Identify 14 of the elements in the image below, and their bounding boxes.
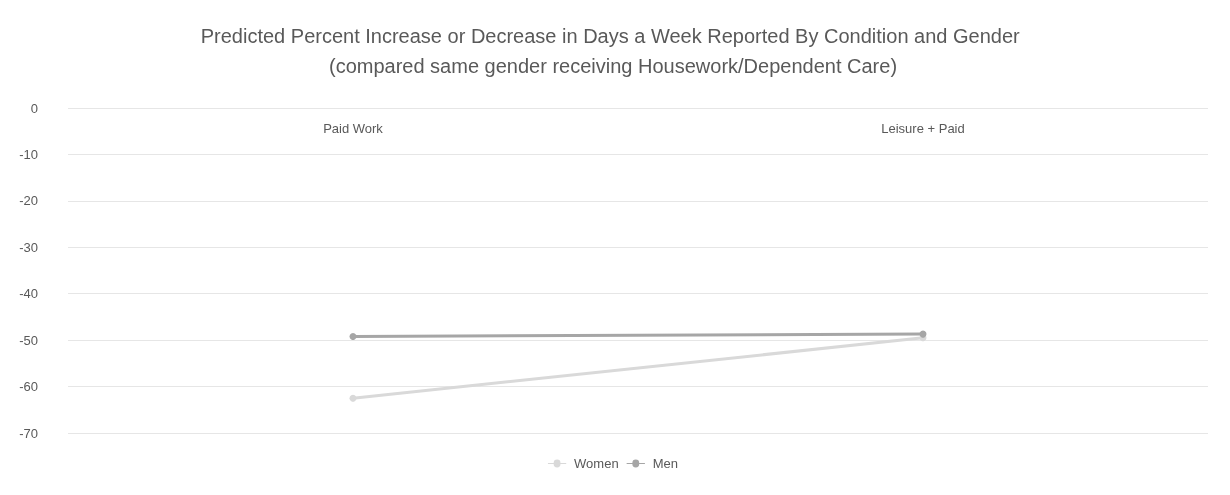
point [349, 332, 357, 340]
y-tick-label: -30 [19, 239, 38, 255]
legend-label: Men [652, 456, 679, 471]
x-tick-label: Paid Work [323, 121, 384, 136]
legend-label: Women [574, 456, 619, 471]
x-tick-label: Leisure + Paid [881, 121, 965, 136]
y-tick-label: -50 [19, 332, 38, 348]
y-tick-label: 0 [30, 100, 38, 116]
y-tick-label: -70 [19, 425, 38, 441]
y-tick-label: -60 [19, 379, 38, 395]
y-tick-label: -20 [19, 193, 38, 209]
y-tick-label: -10 [19, 146, 38, 162]
y-tick-label: -40 [19, 286, 38, 302]
chart-title: Predicted Percent Increase or Decrease in Days a Week Reported By Condition and Gender (compared same gender receiving Housework/Dependent Care) [200, 25, 1026, 77]
